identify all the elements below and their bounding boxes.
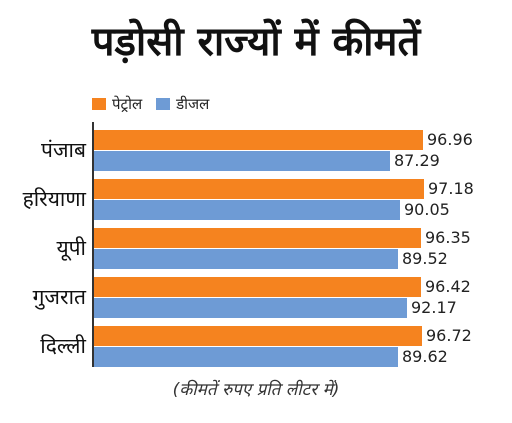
legend-item-petrol: पेट्रोल [92,94,142,114]
bar-petrol [94,228,421,248]
data-label: 96.72 [426,326,472,345]
legend-item-diesel: डीजल [156,94,209,114]
data-label: 92.17 [411,298,457,317]
legend: पेट्रोल डीजल [92,94,223,114]
data-label: 89.52 [402,249,448,268]
bar-diesel [94,298,407,318]
category-label: दिल्ली [40,334,86,358]
legend-label-diesel: डीजल [176,95,210,113]
bar-petrol [94,277,421,297]
data-label: 96.96 [427,130,473,149]
data-label: 87.29 [394,151,440,170]
category-label: हरियाणा [22,187,86,211]
bar-diesel [94,249,398,269]
chart-title: पड़ोसी राज्यों में कीमतें [91,19,421,65]
data-label: 90.05 [404,200,450,219]
data-label: 96.42 [425,277,471,296]
data-label: 96.35 [425,228,471,247]
bar-diesel [94,347,398,367]
bar-petrol [94,326,422,346]
data-label: 89.62 [402,347,448,366]
y-axis-line [92,122,94,367]
category-label: गुजरात [32,285,86,309]
bar-petrol [94,130,423,150]
legend-swatch-petrol [92,98,106,110]
legend-label-petrol: पेट्रोल [112,95,143,113]
data-label: 97.18 [428,179,474,198]
bar-petrol [94,179,424,199]
bar-diesel [94,200,400,220]
category-label: पंजाब [41,138,86,162]
category-label: यूपी [56,236,86,260]
legend-swatch-diesel [156,98,171,110]
bar-diesel [94,151,390,171]
unit-note: (कीमतें रुपए प्रति लीटर में) [172,380,340,400]
